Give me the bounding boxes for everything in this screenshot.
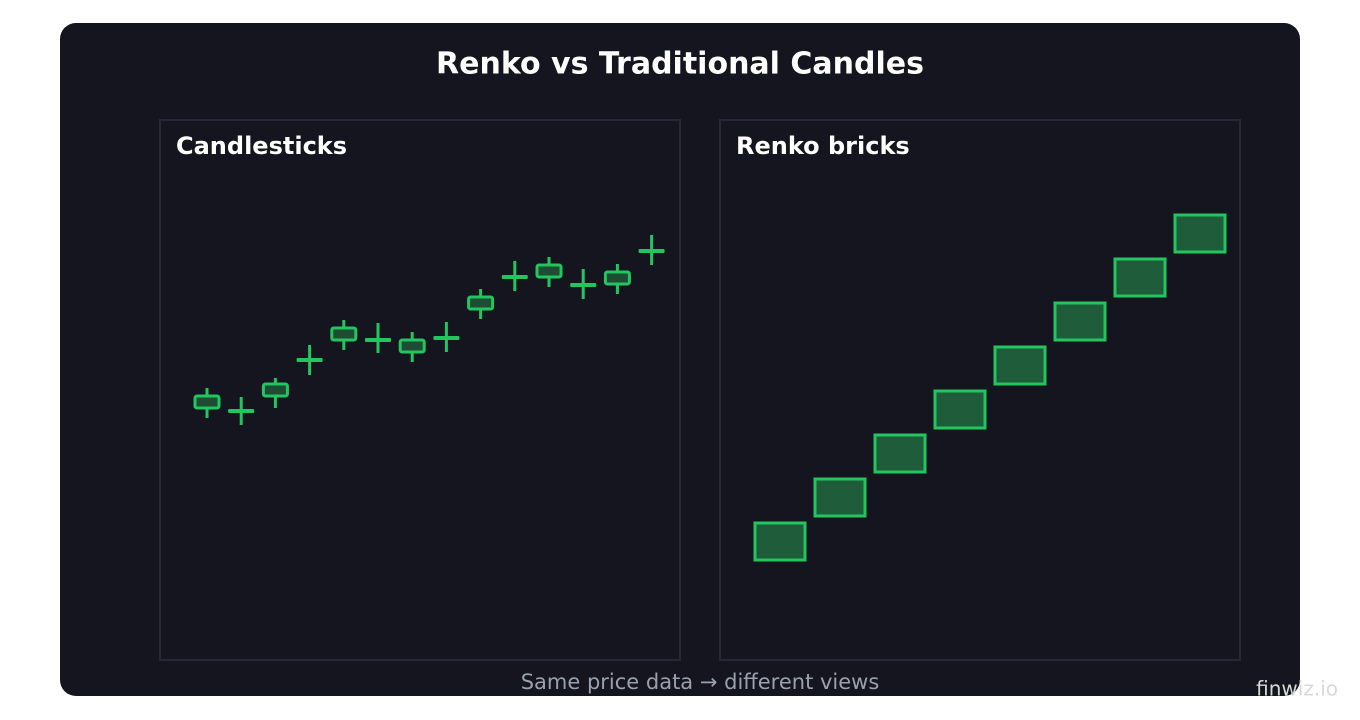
candle-body [603,270,631,286]
candle-body [433,336,460,340]
candle-body [467,295,495,311]
candle-body [193,394,221,410]
renko-brick [933,389,987,430]
renko-brick [813,477,867,518]
main-title: Renko vs Traditional Candles [436,47,924,82]
candle-body [365,338,391,342]
renko-brick [873,433,927,474]
renko-brick [993,345,1047,386]
candle-body [296,358,323,362]
candle-body [535,263,563,279]
panel-title: Candlesticks [176,132,347,160]
panel-title: Renko bricks [736,132,910,160]
candle-body [228,409,255,413]
panel [719,119,1241,661]
candle-body [398,338,426,354]
candle-body [261,382,289,398]
watermark: finwiz.io [1256,677,1338,701]
panel [159,119,681,661]
candle-body [501,275,528,279]
candle-body [330,326,358,342]
candle-body [638,249,665,253]
renko-brick [753,521,807,562]
caption: Same price data → different views [521,670,880,694]
renko-brick [1053,301,1107,342]
renko-brick [1173,213,1227,254]
candle-body [570,283,597,287]
renko-brick [1113,257,1167,298]
